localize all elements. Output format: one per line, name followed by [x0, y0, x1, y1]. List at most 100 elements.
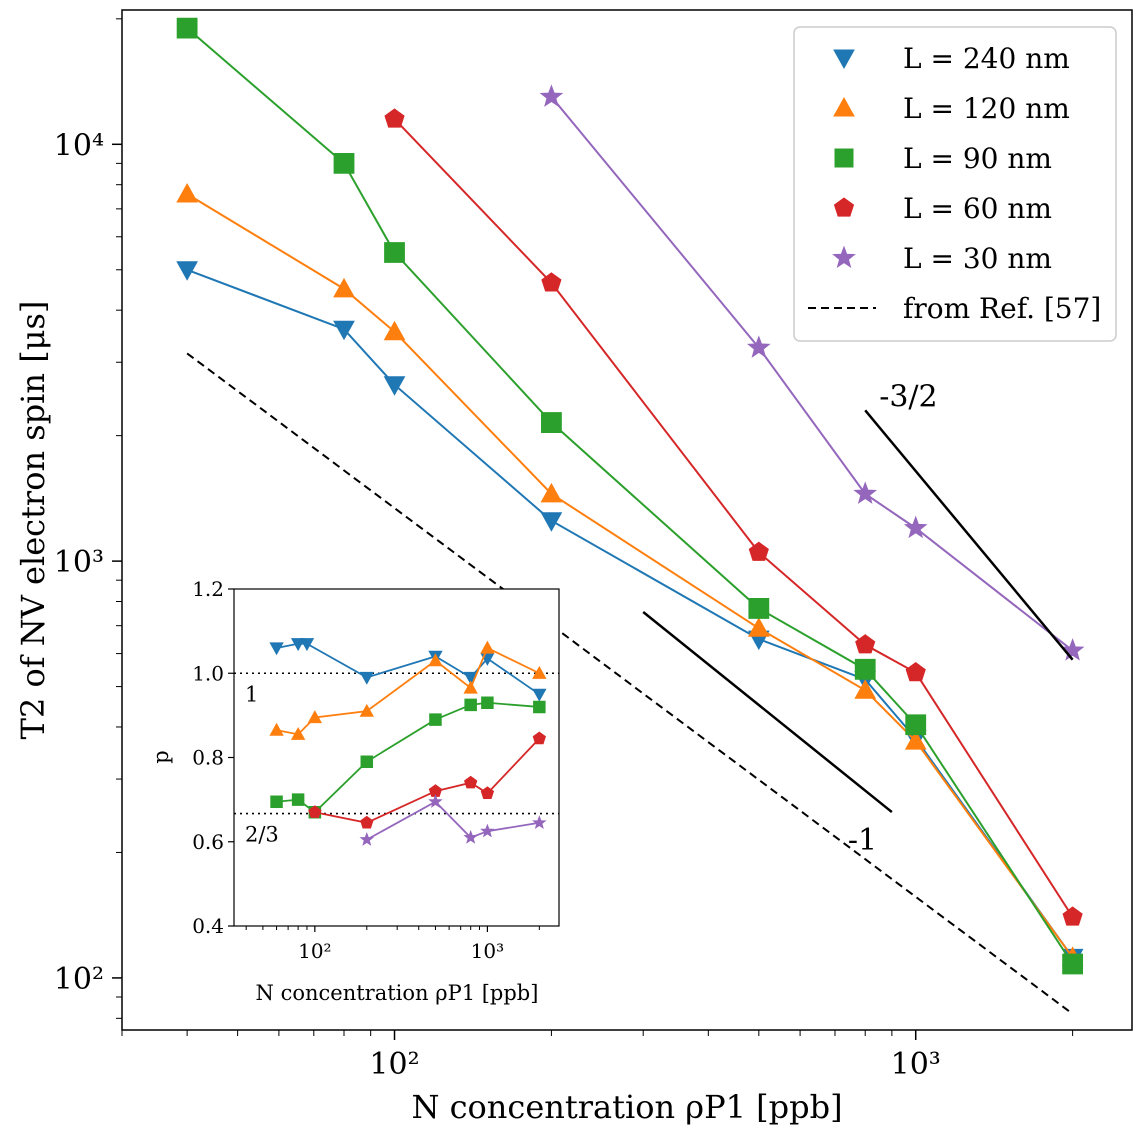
inset-y-tick-label: 1.0 — [192, 661, 224, 685]
inset-data-point-l-90-nm — [464, 698, 477, 712]
slope-guide-label: -3/2 — [879, 379, 937, 414]
inset-data-point-l-60-nm — [532, 731, 546, 745]
slope-guide-label: -1 — [848, 823, 877, 858]
inset-data-point-l-240-nm — [532, 688, 547, 702]
data-point-l-90-nm — [854, 658, 876, 680]
data-point-l-30-nm — [747, 335, 771, 358]
legend-box — [793, 26, 1117, 342]
legend-marker-l-120-nm — [833, 96, 855, 117]
inset-y-tick-label: 0.8 — [192, 746, 224, 770]
inset-series-line-l-60-nm — [314, 737, 540, 824]
inset-y-tick-label: 1.2 — [192, 577, 224, 601]
main-y-tick-label: 10⁴ — [54, 128, 104, 163]
inset-plot: 0.4 0.6 0.8 1.0 1.2 10² 10³ 1 2/3 N concentratio… — [149, 577, 560, 1005]
main-x-tick-label: 10³ — [891, 1047, 941, 1082]
data-point-l-60-nm — [748, 541, 769, 561]
inset-data-point-l-30-nm — [480, 823, 495, 838]
inset-y-tick-label: 0.6 — [192, 830, 224, 854]
data-point-l-30-nm — [539, 84, 564, 107]
data-point-l-240-nm — [333, 320, 355, 341]
inset-data-point-l-90-nm — [429, 713, 442, 726]
inset-reference-label: 2/3 — [245, 823, 279, 847]
inset-data-point-l-90-nm — [291, 793, 305, 806]
data-point-l-30-nm — [853, 481, 878, 504]
inset-data-point-l-30-nm — [428, 794, 443, 808]
inset-data-point-l-90-nm — [533, 700, 546, 714]
data-point-l-120-nm — [854, 679, 877, 699]
inset-data-point-l-60-nm — [480, 786, 495, 799]
data-point-l-120-nm — [904, 730, 927, 750]
inset-y-axis-label: p — [149, 750, 173, 763]
inset-data-point-l-120-nm — [307, 710, 323, 724]
data-point-l-90-nm — [748, 598, 770, 619]
main-plot-frame — [121, 9, 1133, 1031]
inset-x-tick-label: 10² — [298, 939, 331, 963]
data-point-l-60-nm — [855, 634, 876, 654]
legend-label: L = 120 nm — [903, 92, 1070, 125]
inset-data-point-l-120-nm — [532, 665, 547, 679]
data-point-l-120-nm — [747, 617, 770, 637]
inset-data-point-l-90-nm — [360, 755, 374, 768]
data-point-l-90-nm — [905, 714, 927, 736]
main-x-axis-label: N concentration ρP1 [ppb] — [411, 1088, 842, 1126]
inset-data-point-l-120-nm — [269, 722, 284, 736]
inset-reference-label: 1 — [245, 682, 258, 706]
data-point-l-60-nm — [384, 108, 405, 128]
inset-data-point-l-240-nm — [359, 671, 374, 685]
legend-label: L = 90 nm — [903, 142, 1052, 175]
main-y-axis-label: T2 of NV electron spin [μs] — [14, 301, 52, 740]
slope-guide-line — [642, 611, 893, 814]
inset-plot-area — [234, 589, 559, 926]
legend-label: L = 30 nm — [903, 242, 1052, 275]
legend-marker-l-60-nm — [833, 197, 855, 217]
legend-marker-l-90-nm — [834, 148, 854, 168]
main-y-tick-label: 10² — [54, 962, 104, 997]
inset-data-point-l-60-nm — [360, 815, 374, 829]
inset-data-point-l-90-nm — [270, 795, 283, 808]
legend-marker-l-30-nm — [832, 245, 856, 269]
data-point-l-60-nm — [905, 662, 926, 682]
data-point-l-240-nm — [540, 512, 563, 532]
inset-data-point-l-90-nm — [481, 696, 494, 709]
data-point-l-60-nm — [1062, 906, 1083, 926]
inset-data-point-l-240-nm — [290, 638, 306, 652]
data-point-l-30-nm — [903, 515, 928, 539]
data-point-l-90-nm — [176, 17, 198, 39]
legend: L = 240 nm L = 120 nm L = 90 nm L = 60 nm L … — [793, 26, 1117, 342]
legend-label: L = 60 nm — [903, 192, 1052, 225]
series-line-l-60-nm — [393, 118, 1074, 918]
data-point-l-240-nm — [176, 261, 198, 281]
inset-data-point-l-60-nm — [308, 805, 322, 818]
data-point-l-90-nm — [384, 242, 405, 263]
inset-data-point-l-120-nm — [463, 680, 478, 694]
data-point-l-120-nm — [383, 320, 406, 341]
data-point-l-120-nm — [176, 182, 198, 203]
inset-data-point-l-120-nm — [480, 640, 495, 654]
slope-guide-line — [864, 409, 1074, 661]
main-y-tick-label: 10³ — [54, 545, 104, 580]
inset-data-point-l-120-nm — [290, 727, 306, 740]
inset-x-axis-label: N concentration ρP1 [ppb] — [256, 981, 539, 1005]
data-point-l-120-nm — [540, 482, 563, 503]
inset-data-point-l-120-nm — [428, 653, 443, 667]
inset-plot-frame — [233, 588, 560, 927]
reference-line — [186, 352, 1074, 1015]
inset-data-point-l-30-nm — [463, 829, 478, 844]
inset-data-point-l-120-nm — [359, 703, 374, 717]
data-point-l-60-nm — [541, 272, 562, 292]
inset-data-point-l-60-nm — [464, 775, 478, 789]
legend-label: L = 240 nm — [903, 42, 1070, 75]
inset-y-tick-label: 0.4 — [192, 914, 224, 938]
legend-marker-l-240-nm — [833, 49, 855, 70]
data-point-l-90-nm — [1062, 953, 1084, 975]
inset-series-line-l-120-nm — [276, 646, 540, 736]
inset-data-point-l-240-nm — [269, 642, 284, 656]
data-point-l-90-nm — [541, 412, 562, 433]
inset-data-point-l-240-nm — [299, 638, 315, 652]
data-point-l-240-nm — [383, 376, 406, 396]
inset-x-tick-label: 10³ — [471, 939, 504, 963]
inset-data-point-l-30-nm — [532, 815, 547, 829]
data-point-l-30-nm — [1060, 638, 1085, 661]
legend-label: from Ref. [57] — [903, 292, 1101, 325]
